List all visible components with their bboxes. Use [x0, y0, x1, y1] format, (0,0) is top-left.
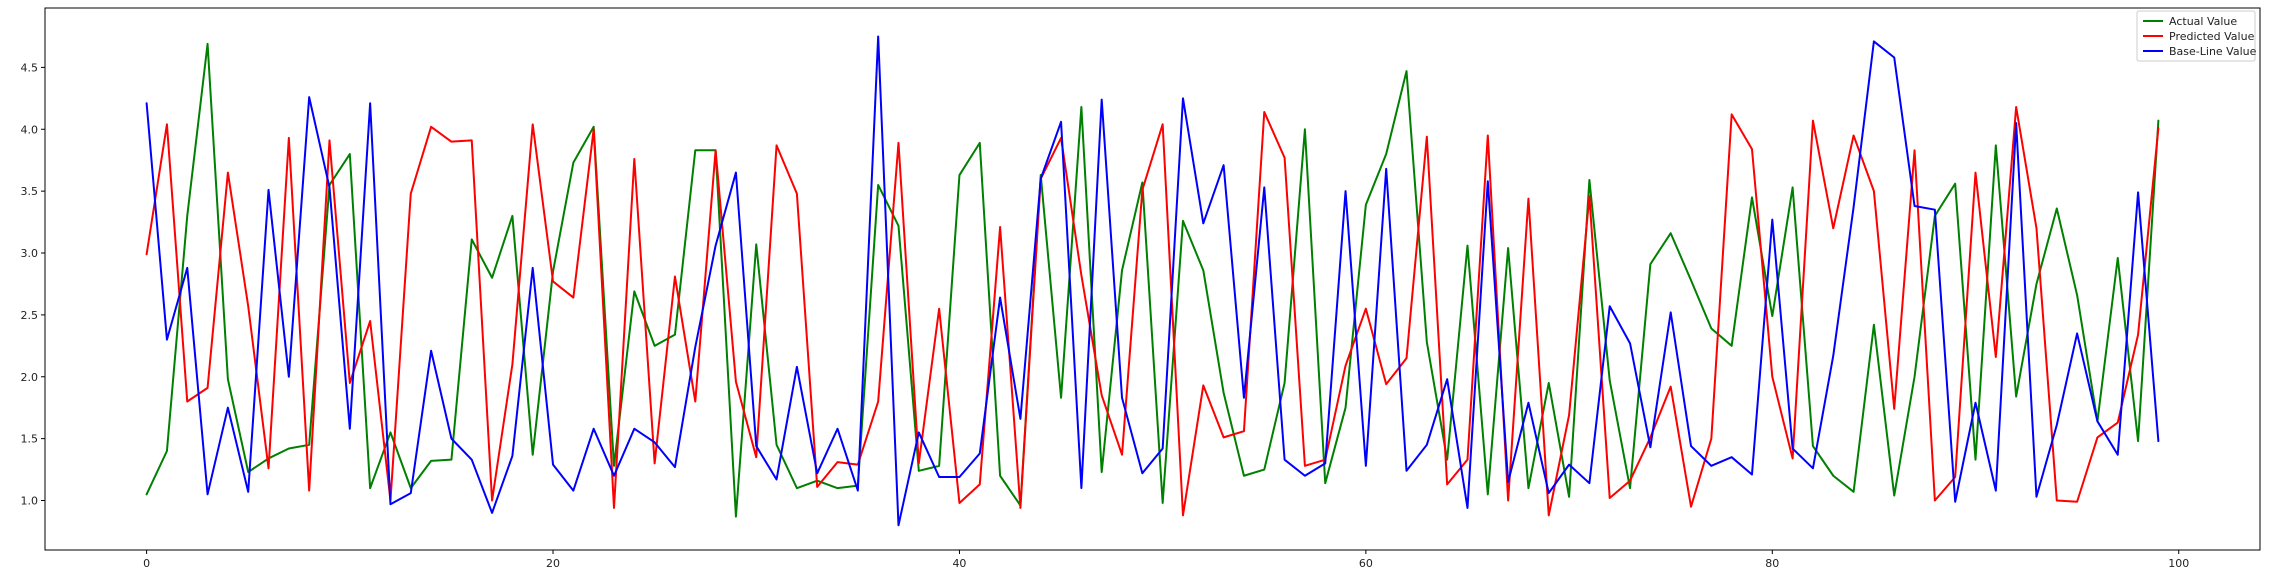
x-tick-label: 40 [952, 557, 966, 570]
series-line-2 [145, 106, 2160, 517]
series-line-3 [145, 35, 2160, 527]
x-tick-label: 60 [1359, 557, 1373, 570]
legend-box [2136, 10, 2256, 62]
axes-frame [44, 7, 2261, 551]
y-tick-label: 4.0 [21, 123, 39, 136]
legend-label-1: Actual Value [2169, 15, 2237, 28]
x-tick-label: 100 [2168, 557, 2189, 570]
x-tick-label: 80 [1765, 557, 1779, 570]
y-tick-label: 1.5 [21, 433, 39, 446]
legend-label-3: Base-Line Value [2169, 45, 2257, 58]
y-tick-label: 4.5 [21, 61, 39, 74]
x-tick-label: 20 [546, 557, 560, 570]
series-layer [145, 35, 2160, 527]
y-tick-label: 3.0 [21, 247, 39, 260]
legend-label-2: Predicted Value [2169, 30, 2255, 43]
series-line-1 [145, 42, 2160, 518]
y-tick-label: 3.5 [21, 185, 39, 198]
axes-layer: 0 20 40 60 80 100 1.0 1.5 2.0 2.5 3.0 3.5 4.0 4.5 [21, 7, 2261, 570]
chart-legend: Actual Value Predicted Value Base-Line Val… [2136, 10, 2257, 62]
y-tick-label: 1.0 [21, 495, 39, 508]
y-tick-label: 2.0 [21, 371, 39, 384]
x-tick-label: 0 [143, 557, 150, 570]
y-tick-label: 2.5 [21, 309, 39, 322]
